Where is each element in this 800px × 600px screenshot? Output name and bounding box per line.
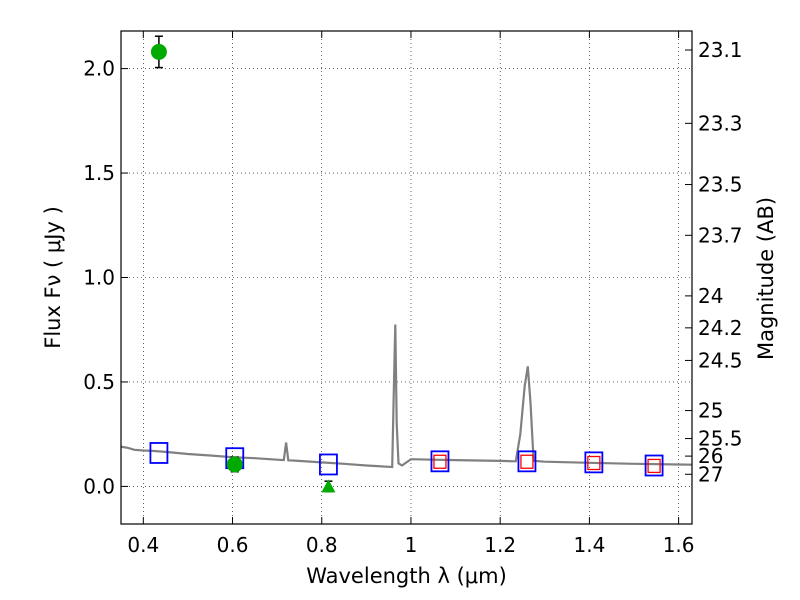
detection-point [150, 43, 167, 60]
y2-tick-label: 26 [698, 444, 723, 468]
detection-point [226, 456, 243, 473]
observed-flux-square [587, 455, 601, 471]
observed-flux-square [647, 458, 661, 474]
y-tick-label: 0.5 [83, 370, 115, 394]
y2-tick-label: 23.3 [698, 111, 743, 135]
model-flux-square [517, 450, 537, 473]
axis-ticks: 0.4 0.6 0.8 1 1.2 1.4 1.6 0.0 0.5 1.0 1.5 2.0 23.1 23… [83, 31, 743, 557]
x-tick-label: 0.8 [306, 533, 338, 557]
y2-tick-label: 25 [698, 399, 723, 423]
grid-lines [121, 31, 692, 524]
y2-tick-label: 23.7 [698, 223, 743, 247]
axes-frame [120, 30, 693, 525]
y2-tick-label: 25.5 [698, 427, 743, 451]
y2-tick-label: 24.2 [698, 316, 743, 340]
spectrum-line [121, 324, 692, 469]
x-tick-label: 0.4 [127, 533, 159, 557]
model-flux-square [149, 442, 169, 464]
y2-axis-label: Magnitude (AB) [754, 197, 778, 360]
model-flux-square [319, 453, 338, 476]
y-tick-label: 0.0 [83, 474, 115, 498]
y-tick-label: 1.0 [83, 266, 115, 290]
plot-area [121, 35, 692, 493]
x-tick-label: 0.6 [217, 533, 249, 557]
upper-limit-triangle [321, 479, 336, 493]
x-tick-label: 1.2 [484, 533, 516, 557]
observed-flux-square [520, 454, 534, 469]
model-flux-square [644, 454, 664, 477]
x-tick-label: 1.6 [663, 533, 695, 557]
y2-tick-label: 23.5 [698, 173, 743, 197]
model-flux-square [584, 451, 604, 474]
y-tick-label: 2.0 [83, 57, 115, 81]
y2-tick-label: 27 [698, 462, 723, 486]
model-flux-square [430, 450, 450, 473]
y2-tick-label: 23.1 [698, 38, 743, 62]
y2-tick-label: 24 [698, 284, 723, 308]
y-tick-label: 1.5 [83, 161, 115, 185]
x-tick-label: 1 [405, 533, 418, 557]
y-axis-label: Flux Fν ( μJy ) [41, 206, 65, 349]
x-tick-label: 1.4 [573, 533, 605, 557]
x-axis-label: Wavelength λ (μm) [306, 564, 507, 588]
y2-tick-label: 24.5 [698, 348, 743, 372]
observed-flux-square [433, 454, 447, 469]
